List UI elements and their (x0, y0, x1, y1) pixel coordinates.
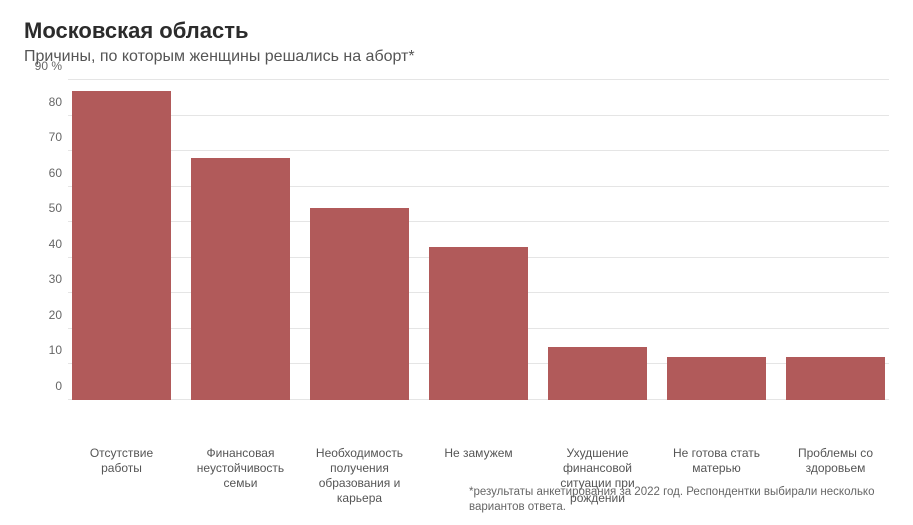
chart-title: Московская область (24, 18, 889, 44)
y-tick-label: 40 (49, 237, 62, 251)
bar (786, 357, 885, 400)
x-tick-label: Финансовая неустойчивость семьи (191, 446, 290, 506)
y-tick-label: 10 (49, 343, 62, 357)
bar-slot (310, 80, 409, 400)
y-tick-label: 90 % (35, 59, 62, 73)
x-tick-label: Отсутствие работы (72, 446, 171, 506)
bar-slot (72, 80, 171, 400)
x-tick-label: Необходимость получения образования и ка… (310, 446, 409, 506)
bar-slot (548, 80, 647, 400)
bar-slot (667, 80, 766, 400)
bar (191, 158, 290, 400)
chart-footnote: *результаты анкетирования за 2022 год. Р… (469, 485, 889, 515)
y-tick-label: 0 (55, 379, 62, 393)
chart-area: 0102030405060708090 % (24, 80, 889, 440)
bar (72, 91, 171, 400)
chart-subtitle: Причины, по которым женщины решались на … (24, 48, 889, 66)
bar-slot (191, 80, 290, 400)
bar (548, 347, 647, 400)
plot-area (68, 80, 889, 400)
bar (429, 247, 528, 400)
y-tick-label: 50 (49, 201, 62, 215)
bar (667, 357, 766, 400)
bar (310, 208, 409, 400)
y-tick-label: 60 (49, 166, 62, 180)
y-axis: 0102030405060708090 % (24, 80, 68, 400)
bars-container (68, 80, 889, 400)
bar-slot (786, 80, 885, 400)
y-tick-label: 80 (49, 95, 62, 109)
y-tick-label: 30 (49, 272, 62, 286)
y-tick-label: 20 (49, 308, 62, 322)
y-tick-label: 70 (49, 130, 62, 144)
bar-slot (429, 80, 528, 400)
